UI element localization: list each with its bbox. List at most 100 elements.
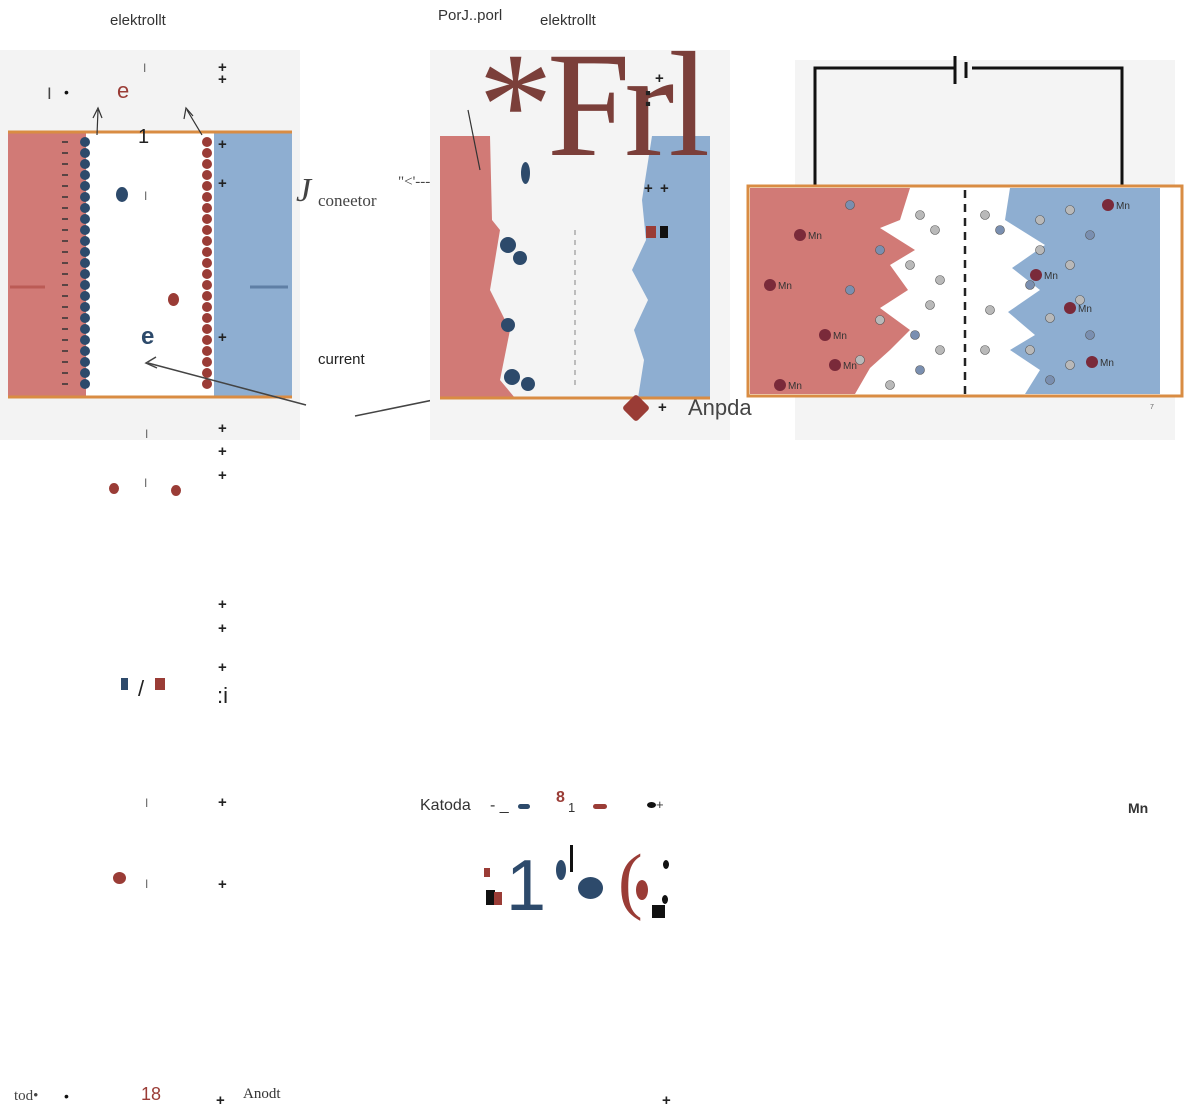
edlc-cation [202,181,212,191]
battery-mn-label: Mn [843,361,857,372]
edlc-cation [202,170,212,180]
pseudocap-block [646,226,656,238]
plus-sign: + [658,399,667,416]
pseudocap-block [660,226,668,238]
edlc-cation [202,137,212,147]
battery-ion [915,365,925,375]
battery-mn-label: Mn [1044,271,1058,282]
mark-black [486,890,495,905]
edlc-anion [80,379,90,389]
edlc-left-ion-column [62,137,90,389]
tick-mark: I [145,796,149,810]
battery-ion [1065,205,1075,215]
mark-black [570,845,573,872]
battery-mn-label: Mn [788,381,802,392]
bullet-mark: • [64,1088,69,1104]
edlc-anion [80,313,90,323]
edlc-anion [80,181,90,191]
battery-ion [985,305,995,315]
battery-mn-label: Mn [1100,358,1114,369]
edlc-cation [202,159,212,169]
plus-sign: + [662,1092,671,1109]
battery-ion [910,330,920,340]
tick-mark: I [145,427,149,441]
edlc-anion [80,192,90,202]
edlc-anion [80,280,90,290]
plus-sign: + [218,71,227,88]
large-title-text: *Frl [478,22,710,188]
mark-red [494,892,502,905]
battery-ion [980,210,990,220]
anodt-label: Anodt [243,1086,281,1102]
ion-dot-red [109,483,119,494]
edlc-anion [80,170,90,180]
battery-ion [1025,345,1035,355]
porl-label: PorJ..porl [438,7,503,24]
electrolyte-label-left: elektrollt [110,12,166,29]
battery-ion [875,245,885,255]
battery-mn-ion [794,229,806,241]
current-label: current [318,351,365,368]
edlc-anion [80,247,90,257]
plus-sign: + [218,175,227,192]
tick-mark: I [143,61,147,75]
edlc-anion [80,291,90,301]
pseudocap-arrow [467,109,481,171]
edlc-cation [202,269,212,279]
plus-sign: + [218,136,227,153]
battery-ion [1085,230,1095,240]
mark-red [593,804,607,809]
edlc-anion [80,346,90,356]
ion-dot-red [113,872,126,884]
katoda-plus: + [656,797,664,812]
edlc-cation [202,148,212,158]
mark-blue [121,678,128,690]
pseudocap-ion [501,318,515,332]
battery-mn-label: Mn [833,331,847,342]
battery-mn-label: Mn [778,281,792,292]
large-title-dots: : [643,80,653,113]
edlc-cation [202,203,212,213]
colon-i-label: :i [217,683,228,708]
battery-wire-right [972,66,1124,186]
edlc-cation [202,258,212,268]
battery-ion [995,225,1005,235]
battery-ion [855,355,865,365]
plus-sign: + [218,467,227,484]
battery-ion [1065,260,1075,270]
battery-ion [845,200,855,210]
edlc-cation [202,225,212,235]
edlc-cation [202,335,212,345]
tick-mark: I [145,877,149,891]
bottom-eighteen: 18 [141,1084,162,1104]
current-arrow-left [147,362,307,406]
battery-anode [1005,188,1160,394]
tick-mark: I [144,476,148,490]
mark-red [484,868,490,877]
edlc-anode-electrode [212,132,292,397]
mark-red [636,880,648,900]
edlc-anion [80,137,90,147]
battery-mn-ion [829,359,841,371]
mark-blue [518,804,530,809]
mark-blue [556,860,566,880]
battery-wire-left [813,66,955,186]
battery-ion [885,380,895,390]
battery-ion [1035,245,1045,255]
mark-slash: / [138,676,145,701]
edlc-panel [0,50,300,440]
battery-ion [930,225,940,235]
battery-ion [935,345,945,355]
battery-ion [1075,295,1085,305]
plus-sign: + [216,1092,225,1109]
battery-ion [1025,280,1035,290]
plus-sign: + [218,659,227,676]
battery-mn-ion [764,279,776,291]
battery-ion [1045,313,1055,323]
edlc-cation [202,192,212,202]
edlc-anion [80,203,90,213]
ion-dot-red [171,485,181,496]
battery-mn-ion [1102,199,1114,211]
connector-arrow-text: "<'--- [398,174,431,190]
edlc-cation [202,236,212,246]
